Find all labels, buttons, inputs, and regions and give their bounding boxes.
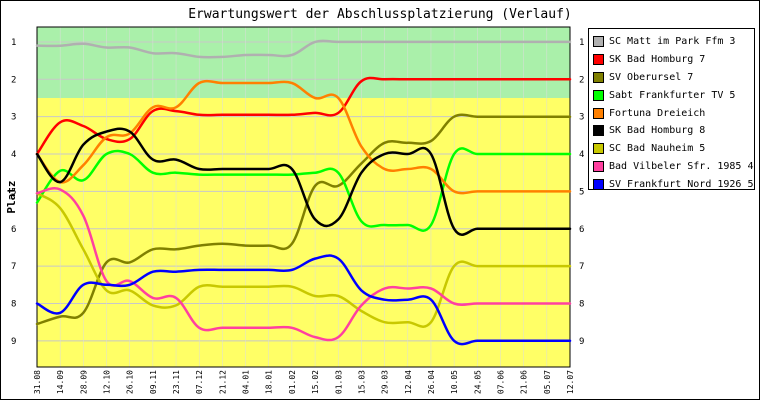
legend-label: SK Bad Homburg 8 [609, 125, 706, 137]
legend-label: Bad Vilbeler Sfr. 1985 4 [609, 160, 754, 172]
series-line-2 [35, 113, 572, 326]
series-line-8 [35, 254, 572, 346]
y-tick-label-left: 6 [11, 225, 16, 235]
legend-swatch [593, 160, 604, 172]
legend-label: SK Bad Homburg 7 [609, 54, 706, 66]
legend-item: Sabt Frankfurter TV 5 [593, 86, 754, 104]
y-tick-label-right: 4 [579, 150, 584, 160]
legend-item: SK Bad Homburg 7 [593, 51, 754, 69]
y-tick-label-left: 8 [11, 299, 16, 309]
legend-item: SK Bad Homburg 8 [593, 122, 754, 140]
legend-swatch [593, 36, 604, 48]
chart-legend: SC Matt im Park Ffm 3 SK Bad Homburg 7 SV … [588, 28, 755, 190]
series-line-7 [35, 187, 572, 342]
x-tick-label: 12.10 [103, 370, 112, 394]
x-tick-label: 14.09 [56, 370, 65, 394]
x-tick-label: 31.08 [33, 370, 42, 394]
x-tick-label: 01.02 [288, 370, 297, 394]
y-tick-label-right: 3 [579, 113, 584, 123]
y-tick-label-right: 1 [579, 38, 584, 48]
y-tick-label-left: 5 [11, 187, 16, 197]
x-tick-label: 26.10 [126, 370, 135, 394]
x-tick-label: 12.04 [404, 370, 413, 394]
y-tick-label-right: 6 [579, 225, 584, 235]
legend-swatch [593, 54, 604, 66]
background-band-1 [37, 97, 570, 367]
x-tick-label: 12.07 [566, 370, 575, 394]
legend-swatch [593, 89, 604, 101]
legend-label: SV Frankfurt Nord 1926 5 [609, 178, 754, 190]
y-tick-label-left: 2 [11, 75, 16, 85]
y-tick-label-left: 3 [11, 113, 16, 123]
x-tick-label: 04.01 [242, 370, 251, 394]
chart-title: Erwartungswert der Abschlussplatzierung … [188, 7, 572, 22]
series-line-3 [35, 147, 572, 232]
legend-swatch [593, 143, 604, 155]
x-tick-label: 15.03 [357, 370, 366, 394]
legend-label: SC Bad Nauheim 5 [609, 143, 706, 155]
legend-item: SC Matt im Park Ffm 3 [593, 33, 754, 51]
x-tick-label: 28.09 [79, 370, 88, 394]
legend-item: Fortuna Dreieich [593, 104, 754, 122]
x-tick-label: 21.06 [520, 370, 529, 394]
y-tick-label-left: 7 [11, 262, 16, 272]
legend-item: Bad Vilbeler Sfr. 1985 4 [593, 158, 754, 176]
series-line-5 [35, 127, 572, 236]
legend-item: SV Oberursel 7 [593, 69, 754, 87]
x-tick-label: 05.07 [543, 370, 552, 394]
legend-swatch [593, 125, 604, 137]
y-tick-label-right: 2 [579, 75, 584, 85]
x-tick-label: 10.05 [450, 370, 459, 394]
x-tick-label: 29.03 [381, 370, 390, 394]
series-line-4 [35, 79, 572, 195]
y-tick-label-right: 5 [579, 187, 584, 197]
y-tick-label-right: 8 [579, 299, 584, 309]
series-line-1 [35, 76, 572, 156]
x-tick-label: 09.11 [149, 370, 158, 394]
legend-swatch [593, 107, 604, 119]
legend-item: SC Bad Nauheim 5 [593, 140, 754, 158]
y-tick-label-right: 9 [579, 337, 584, 347]
x-tick-label: 07.12 [195, 370, 204, 394]
y-tick-label-left: 1 [11, 38, 16, 48]
series-line-0 [35, 39, 572, 59]
y-tick-label-left: 4 [11, 150, 16, 160]
background-band-0 [37, 27, 570, 98]
series-line-6 [35, 192, 572, 328]
plot-area-border [36, 26, 571, 368]
legend-label: Fortuna Dreieich [609, 107, 706, 119]
y-tick-label-left: 9 [11, 337, 16, 347]
legend-item: SV Frankfurt Nord 1926 5 [593, 175, 754, 193]
x-tick-label: 21.12 [218, 370, 227, 394]
x-tick-label: 23.11 [172, 370, 181, 394]
x-tick-label: 07.06 [496, 370, 505, 394]
x-tick-label: 18.01 [265, 370, 274, 394]
x-tick-label: 26.04 [427, 370, 436, 394]
legend-label: Sabt Frankfurter TV 5 [609, 89, 736, 101]
y-axis-label: Platz [5, 180, 18, 213]
x-tick-label: 01.03 [334, 370, 343, 394]
legend-label: SC Matt im Park Ffm 3 [609, 36, 736, 48]
legend-label: SV Oberursel 7 [609, 71, 694, 83]
legend-swatch [593, 178, 604, 190]
x-tick-label: 15.02 [311, 370, 320, 394]
x-tick-label: 24.05 [473, 370, 482, 394]
y-tick-label-right: 7 [579, 262, 584, 272]
legend-swatch [593, 71, 604, 83]
